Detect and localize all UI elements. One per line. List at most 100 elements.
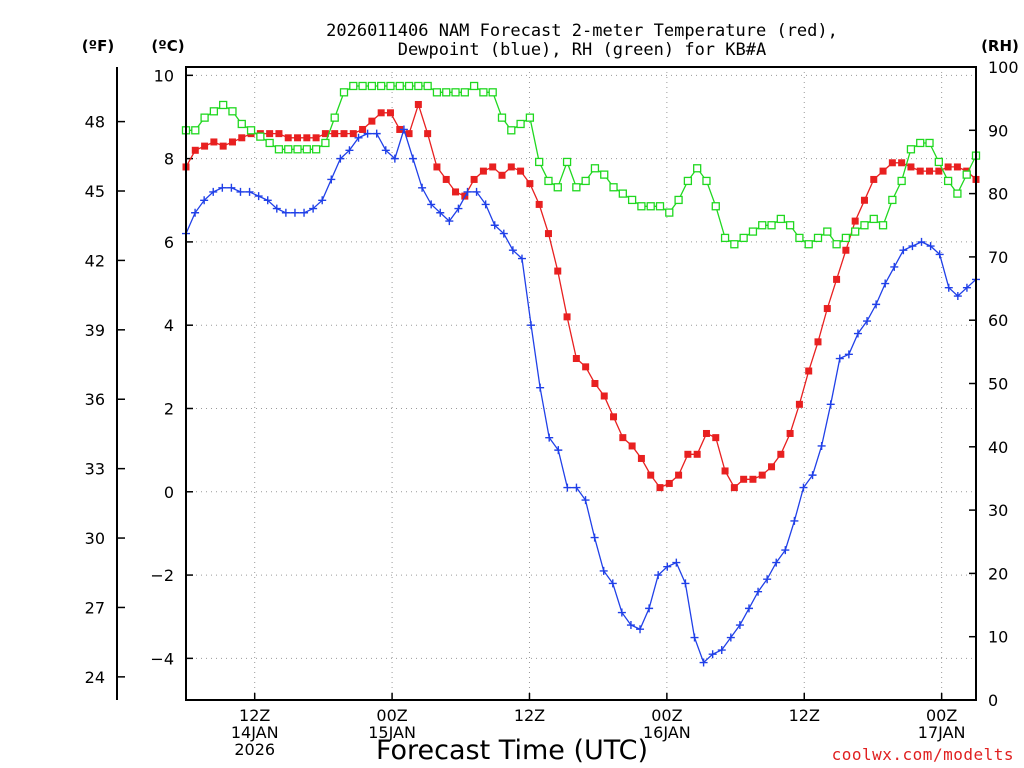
temperature-point [563,313,571,321]
temperature-point [870,175,878,183]
rh-tick-label: 90 [988,121,1008,140]
dewpoint-point [663,562,672,571]
temperature-point [238,134,246,142]
time-tick-label: 2026 [234,740,275,759]
temperature-point [386,109,394,117]
x-axis-title: Forecast Time (UTC) [376,735,648,766]
dewpoint-point [935,250,944,259]
rh-point [823,227,832,236]
dewpoint-point [572,483,581,492]
fahrenheit-unit-label: (ºF) [82,37,114,55]
rh-point [219,100,228,110]
temperature-point [702,429,710,437]
dewpoint-point [209,187,218,196]
dewpoint-point [654,571,663,580]
temperature-point [684,450,692,458]
dewpoint-point [481,200,490,209]
dewpoint-point [272,204,281,213]
rh-point [925,138,934,148]
dewpoint-point [554,446,563,455]
dewpoint-point [508,246,517,255]
time-tick-label: 15JAN [368,723,416,742]
rh-point [256,132,265,141]
credit-link[interactable]: coolwx.com/modelts [832,745,1014,764]
rh-point [525,113,535,122]
temperature-point [303,134,311,142]
dewpoint-point [263,196,272,205]
rh-point [804,240,813,249]
dewpoint-point [953,292,962,301]
dewpoint-point [345,146,354,155]
dewpoint-point [499,229,508,238]
temperature-point [833,275,841,283]
celsius-tick-label: 0 [164,483,174,502]
rh-point [702,176,711,186]
temperature-point [823,305,831,313]
temperature-point [749,475,757,483]
rh-point [358,81,367,91]
dewpoint-point [527,321,536,330]
temperature-point [340,130,348,138]
rh-tick-label: 20 [988,564,1008,583]
dewpoint-point [372,129,381,138]
time-tick-label: 00Z [651,706,682,725]
fahrenheit-tick-label: 30 [85,529,105,548]
temperature-point [842,246,850,254]
rh-tick-label: 70 [988,248,1008,267]
temperature-point [377,109,385,117]
dewpoint-point [726,633,735,642]
temperature-point [266,130,274,138]
dewpoint-point [390,154,399,163]
fahrenheit-tick-label: 36 [85,390,105,409]
rh-tick-label: 10 [988,628,1008,647]
temperature-point [191,146,199,154]
rh-point [953,189,962,198]
dewpoint-point [236,187,245,196]
dewpoint-point [636,625,645,634]
temperature-point [294,134,302,142]
temperature-point [526,180,534,188]
temperature-point [898,159,906,167]
rh-point [479,88,488,97]
rh-point [386,81,395,91]
rh-point [395,81,404,91]
dewpoint-point [817,441,826,450]
rh-point [851,227,860,236]
series-rh [181,81,981,249]
rh-point [693,164,702,173]
rh-point [191,126,200,135]
rh-point [646,202,655,211]
temperature-point [637,454,645,462]
rh-unit-label: (RH) [981,37,1019,55]
chart-title-line2: Dewpoint (blue), RH (green) for KB#A [398,40,766,60]
celsius-tick-label: −2 [150,566,174,585]
dewpoint-point [699,658,708,667]
temperature-point [610,413,618,421]
rh-tick-label: 100 [988,58,1019,77]
dewpoint-point [454,204,463,213]
rh-point [377,81,386,91]
temperature-point [452,188,460,196]
temperature-point [396,125,404,133]
celsius-tick-label: 10 [154,66,174,85]
fahrenheit-tick-label: 45 [85,182,105,201]
temperature-point [349,130,357,138]
rh-point [572,183,581,192]
dewpoint-point [300,208,309,217]
temperature-point [331,130,339,138]
temperature-point [535,200,543,208]
dewpoint-point [563,483,572,492]
temperature-point [888,159,896,167]
rh-point [209,107,219,116]
celsius-tick-label: 6 [164,233,174,252]
rh-point [293,145,302,154]
rh-point [897,176,906,186]
dewpoint-point [581,496,590,505]
rh-point [507,126,516,135]
rh-tick-label: 60 [988,311,1008,330]
dewpoint-point [781,546,790,555]
dewpoint-point [191,208,200,217]
fahrenheit-tick-label: 39 [85,321,105,340]
